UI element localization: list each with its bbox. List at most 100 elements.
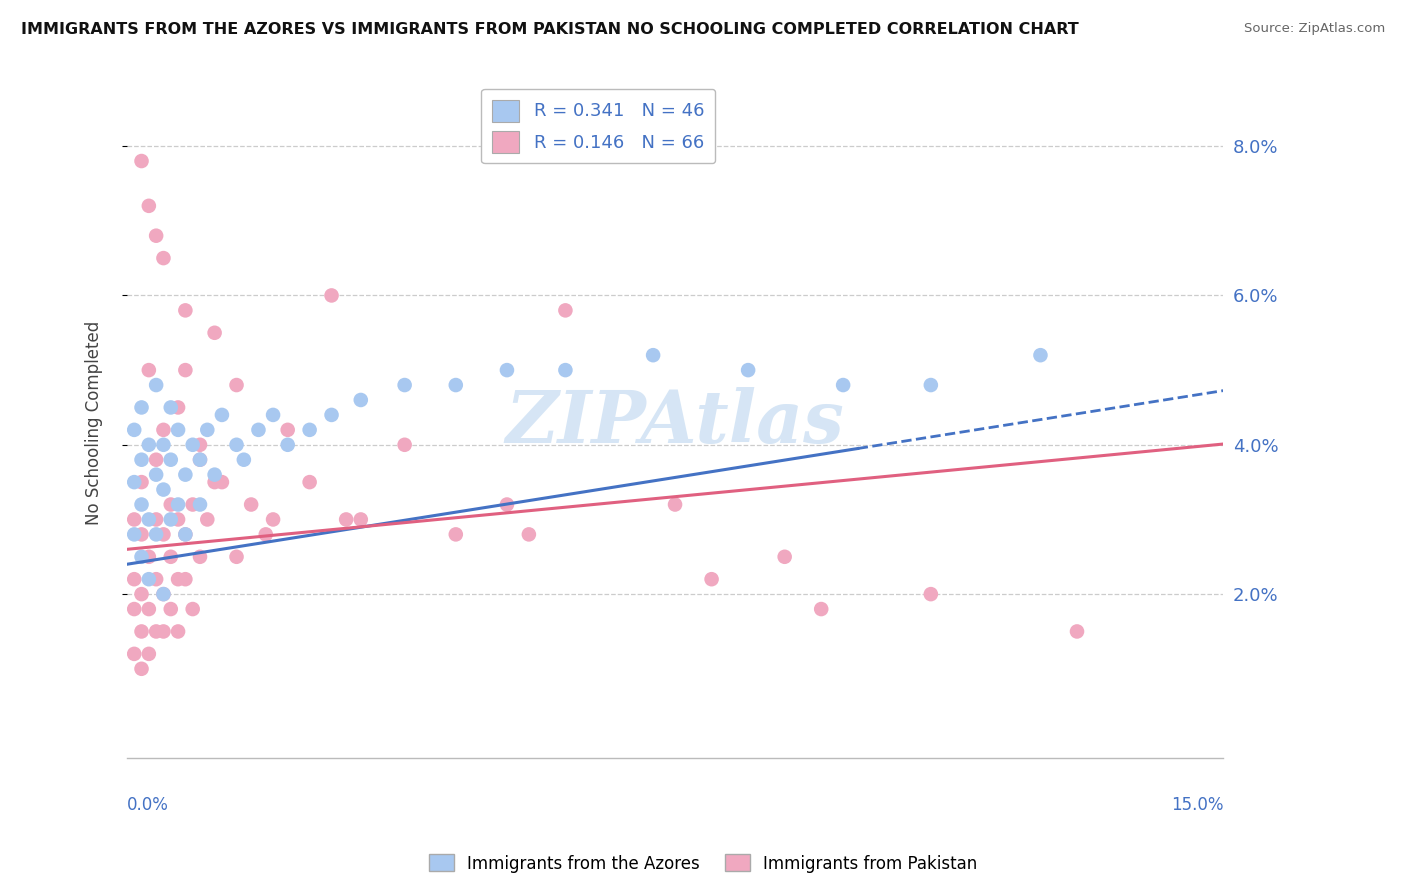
Point bbox=[554, 363, 576, 377]
Point bbox=[138, 199, 160, 213]
Point bbox=[159, 452, 181, 467]
Point bbox=[131, 154, 153, 169]
Point bbox=[444, 378, 467, 392]
Point bbox=[181, 498, 204, 512]
Point bbox=[122, 512, 145, 526]
Point bbox=[181, 602, 204, 616]
Point bbox=[204, 467, 226, 482]
Point bbox=[350, 392, 373, 407]
Y-axis label: No Schooling Completed: No Schooling Completed bbox=[86, 320, 103, 524]
Point bbox=[145, 512, 167, 526]
Point bbox=[167, 498, 190, 512]
Point bbox=[254, 527, 277, 541]
Point bbox=[131, 624, 153, 639]
Point bbox=[700, 572, 723, 586]
Point bbox=[225, 438, 247, 452]
Point bbox=[167, 423, 190, 437]
Point bbox=[321, 408, 343, 422]
Point bbox=[181, 438, 204, 452]
Point bbox=[131, 549, 153, 564]
Point bbox=[920, 587, 942, 601]
Point bbox=[131, 498, 153, 512]
Point bbox=[152, 438, 174, 452]
Point bbox=[131, 587, 153, 601]
Point bbox=[167, 572, 190, 586]
Point bbox=[195, 423, 218, 437]
Point bbox=[188, 549, 211, 564]
Point bbox=[277, 438, 299, 452]
Point bbox=[188, 498, 211, 512]
Point bbox=[298, 475, 321, 489]
Point bbox=[122, 647, 145, 661]
Point bbox=[145, 467, 167, 482]
Point bbox=[394, 378, 416, 392]
Point bbox=[335, 512, 357, 526]
Point bbox=[1066, 624, 1088, 639]
Point bbox=[174, 467, 197, 482]
Point bbox=[832, 378, 855, 392]
Point bbox=[174, 572, 197, 586]
Point bbox=[138, 572, 160, 586]
Point bbox=[138, 512, 160, 526]
Point bbox=[159, 401, 181, 415]
Point bbox=[152, 624, 174, 639]
Point bbox=[122, 423, 145, 437]
Point bbox=[159, 549, 181, 564]
Point bbox=[247, 423, 270, 437]
Point bbox=[240, 498, 263, 512]
Point bbox=[167, 401, 190, 415]
Point bbox=[131, 527, 153, 541]
Point bbox=[138, 363, 160, 377]
Point bbox=[159, 498, 181, 512]
Point bbox=[394, 438, 416, 452]
Point bbox=[131, 401, 153, 415]
Point bbox=[225, 378, 247, 392]
Point bbox=[167, 512, 190, 526]
Point bbox=[496, 363, 519, 377]
Point bbox=[159, 512, 181, 526]
Point bbox=[131, 452, 153, 467]
Point bbox=[211, 408, 233, 422]
Point bbox=[321, 288, 343, 302]
Point bbox=[1029, 348, 1052, 362]
Point bbox=[152, 483, 174, 497]
Legend: Immigrants from the Azores, Immigrants from Pakistan: Immigrants from the Azores, Immigrants f… bbox=[422, 847, 984, 880]
Point bbox=[188, 452, 211, 467]
Point bbox=[145, 527, 167, 541]
Point bbox=[920, 378, 942, 392]
Point bbox=[664, 498, 686, 512]
Point bbox=[131, 475, 153, 489]
Point bbox=[188, 438, 211, 452]
Text: 0.0%: 0.0% bbox=[127, 796, 169, 814]
Point bbox=[204, 475, 226, 489]
Point bbox=[122, 602, 145, 616]
Point bbox=[138, 438, 160, 452]
Point bbox=[737, 363, 759, 377]
Point bbox=[145, 378, 167, 392]
Point bbox=[145, 624, 167, 639]
Point bbox=[496, 498, 519, 512]
Point bbox=[152, 423, 174, 437]
Point bbox=[152, 587, 174, 601]
Point bbox=[517, 527, 540, 541]
Point bbox=[277, 423, 299, 437]
Point bbox=[773, 549, 796, 564]
Text: 15.0%: 15.0% bbox=[1171, 796, 1223, 814]
Point bbox=[204, 326, 226, 340]
Point bbox=[643, 348, 665, 362]
Point bbox=[211, 475, 233, 489]
Point bbox=[298, 423, 321, 437]
Text: Source: ZipAtlas.com: Source: ZipAtlas.com bbox=[1244, 22, 1385, 36]
Point bbox=[167, 624, 190, 639]
Point bbox=[122, 475, 145, 489]
Point bbox=[152, 587, 174, 601]
Point bbox=[554, 303, 576, 318]
Point bbox=[188, 452, 211, 467]
Point bbox=[138, 602, 160, 616]
Point bbox=[131, 662, 153, 676]
Point bbox=[444, 527, 467, 541]
Point bbox=[152, 251, 174, 265]
Point bbox=[145, 228, 167, 243]
Point bbox=[122, 572, 145, 586]
Point bbox=[174, 527, 197, 541]
